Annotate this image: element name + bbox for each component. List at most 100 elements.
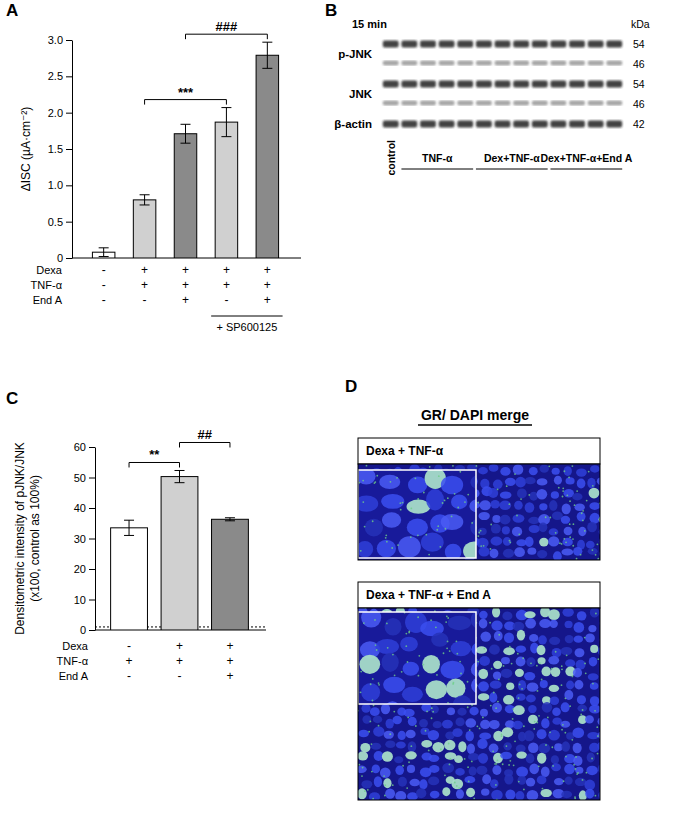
speckle <box>454 782 456 784</box>
speckle <box>565 756 567 758</box>
speckle <box>586 772 588 774</box>
nucleus <box>549 528 559 535</box>
speckle <box>534 721 536 723</box>
speckle <box>467 706 469 708</box>
speckle <box>358 764 360 766</box>
speckle <box>549 517 551 519</box>
blot-band <box>532 61 548 66</box>
panel-label: A <box>6 1 18 20</box>
speckle <box>575 756 577 758</box>
nucleus <box>526 753 535 763</box>
speckle <box>464 501 466 503</box>
y-tick: 60 <box>74 441 95 453</box>
image-background <box>358 464 600 560</box>
blot-band <box>569 121 585 128</box>
nucleus <box>564 764 575 775</box>
nucleus <box>398 536 421 557</box>
speckle <box>489 622 491 624</box>
nucleus <box>504 632 514 642</box>
speckle <box>456 653 458 655</box>
blot-unit: kDa <box>631 18 650 30</box>
tick-mark <box>66 185 72 186</box>
nucleus <box>566 681 574 690</box>
condition-sign: + <box>226 639 233 653</box>
speckle <box>437 525 439 527</box>
nucleus <box>577 479 586 489</box>
nucleus <box>468 753 479 761</box>
nucleus <box>478 681 489 691</box>
tick-mark <box>66 76 72 77</box>
blot-band <box>569 61 585 66</box>
nucleus <box>573 547 582 556</box>
nucleus <box>529 763 539 774</box>
nucleus <box>382 512 401 528</box>
nucleus <box>566 477 575 484</box>
nucleus <box>419 719 428 727</box>
nucleus <box>525 536 534 546</box>
speckle <box>417 498 419 500</box>
speckle <box>447 617 449 619</box>
speckle <box>545 516 547 518</box>
speckle <box>582 709 584 711</box>
blot-band <box>588 101 604 106</box>
tick-mark <box>66 258 72 259</box>
tick-mark <box>89 447 95 448</box>
speckle <box>448 743 450 745</box>
nucleus <box>464 776 475 783</box>
speckle <box>414 477 416 479</box>
nucleus <box>384 731 394 739</box>
speckle <box>372 700 374 702</box>
nucleus <box>524 672 535 680</box>
significance-bracket <box>186 34 268 39</box>
nucleus <box>465 731 474 742</box>
speckle <box>582 520 584 522</box>
blot-band <box>569 41 585 48</box>
tick-mark <box>89 508 95 509</box>
speckle <box>509 760 511 762</box>
speckle <box>511 663 513 665</box>
nucleus <box>516 657 526 667</box>
nucleus <box>552 718 561 725</box>
nucleus <box>500 467 510 476</box>
image-frame <box>358 608 600 800</box>
nucleus <box>537 489 548 500</box>
speckle <box>464 758 466 760</box>
y-tick: 20 <box>74 563 95 575</box>
speckle <box>569 523 571 525</box>
nucleus <box>501 669 513 678</box>
speckle <box>469 729 471 731</box>
tick-label: 0 <box>57 252 63 264</box>
speckle <box>573 764 575 766</box>
nucleus <box>517 776 526 785</box>
speckle <box>506 485 508 487</box>
speckle <box>586 500 588 502</box>
nucleus <box>588 625 596 632</box>
condition-sign: + <box>176 639 183 653</box>
nucleus <box>403 662 420 676</box>
image-panel: Dexa + TNF-α + End A <box>355 582 611 802</box>
condition-sign: - <box>102 293 106 307</box>
significance-label: ### <box>216 19 238 34</box>
nucleus <box>465 718 476 727</box>
speckle <box>562 487 564 489</box>
condition-sign: - <box>102 278 106 292</box>
nucleus <box>577 695 586 704</box>
error-bar <box>175 470 185 482</box>
nucleus <box>408 741 417 752</box>
speckle <box>477 661 479 663</box>
nucleus <box>538 657 546 664</box>
nucleus <box>490 779 498 788</box>
y-tick: 0 <box>57 252 72 264</box>
nucleus <box>516 693 526 700</box>
nucleus <box>573 743 582 753</box>
nucleus <box>451 779 463 790</box>
nucleus <box>479 619 488 629</box>
nucleus <box>528 715 538 724</box>
error-bar <box>225 518 235 521</box>
speckle <box>436 674 438 676</box>
speckle <box>539 662 541 664</box>
speckle <box>592 549 594 551</box>
speckle <box>371 743 373 745</box>
speckle <box>391 547 393 549</box>
nucleus <box>478 753 488 764</box>
